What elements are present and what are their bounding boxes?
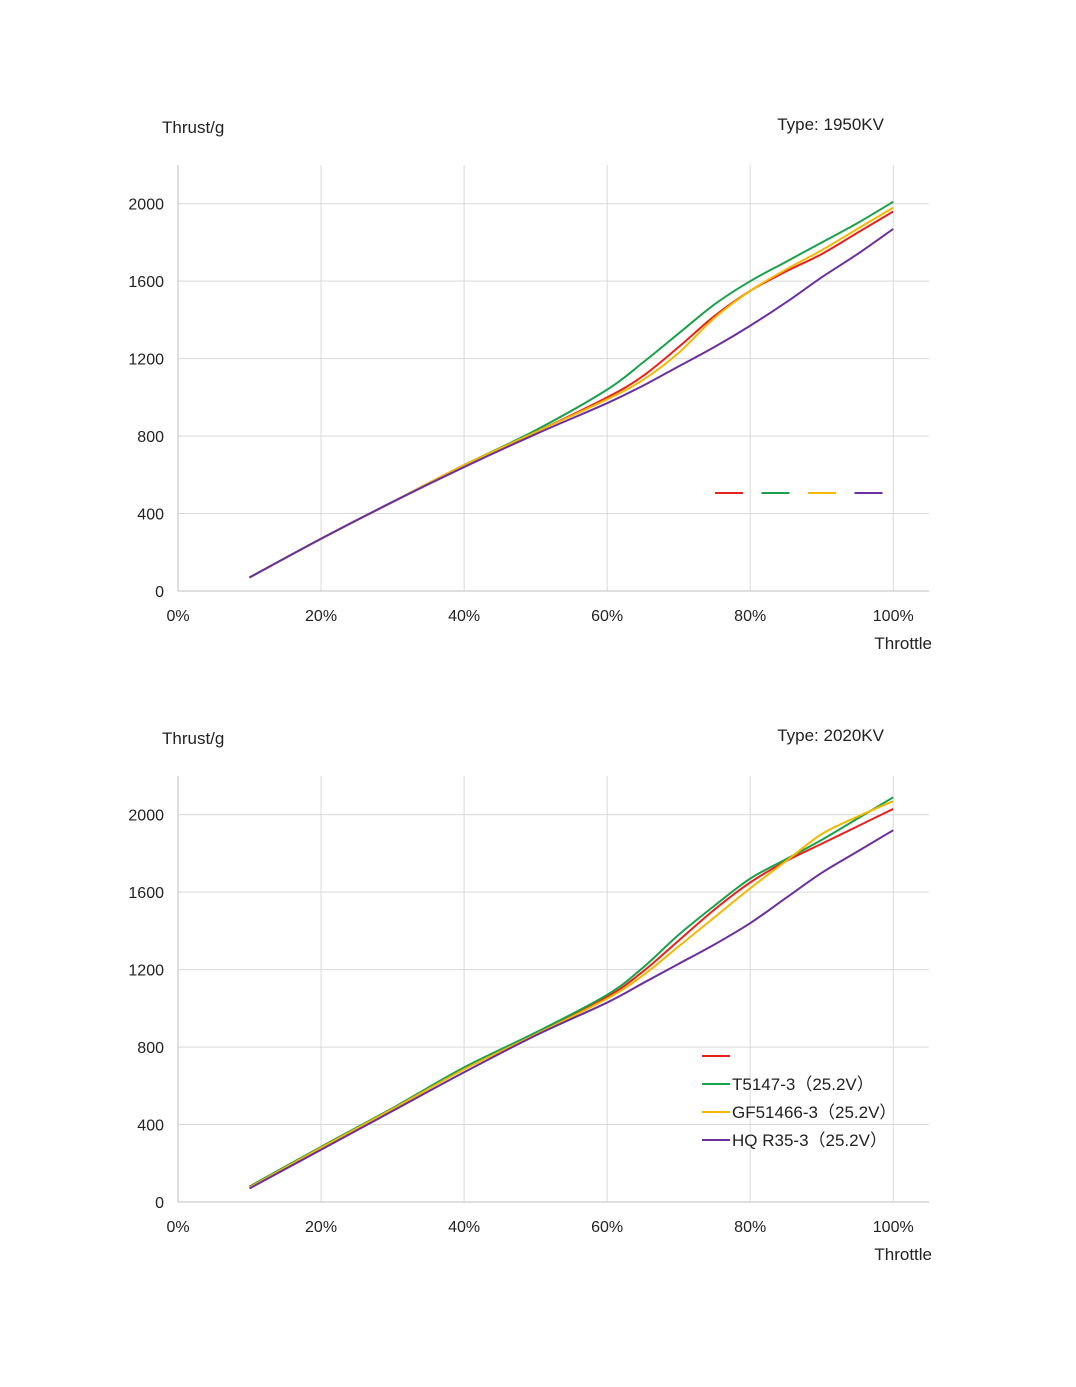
- legend-label: T5147-3（25.2V）: [732, 1075, 874, 1094]
- x-tick-label: 40%: [448, 608, 480, 625]
- x-tick-label: 0%: [166, 1219, 189, 1236]
- x-tick-label: 0%: [166, 608, 189, 625]
- x-axis-label: Throttle: [874, 634, 932, 653]
- series-line-4: [249, 829, 894, 1190]
- x-tick-label: 100%: [873, 1219, 914, 1236]
- y-tick-label: 1600: [128, 885, 164, 902]
- y-tick-label: 400: [137, 507, 164, 524]
- chart-2: Thrust/g Type: 2020KV 0 400 800 1200 1600 2000 0…: [128, 726, 932, 1264]
- series-line-3: [249, 800, 894, 1189]
- y-tick-label: 2000: [128, 808, 164, 825]
- y-tick-label: 1200: [128, 963, 164, 980]
- chart-title: Type: 1950KV: [777, 115, 884, 134]
- y-tick-label: 400: [137, 1118, 164, 1135]
- y-tick-label: 1200: [128, 352, 164, 369]
- x-tick-label: 20%: [305, 1219, 337, 1236]
- x-tick-label: 40%: [448, 1219, 480, 1236]
- x-tick-label: 80%: [734, 1219, 766, 1236]
- y-tick-label: 0: [155, 584, 164, 601]
- x-axis-label: Throttle: [874, 1245, 932, 1264]
- chart-1: Thrust/g Type: 1950KV 0 400 800 1200 1600 2000 0…: [128, 115, 932, 653]
- y-axis-label: Thrust/g: [162, 729, 224, 748]
- chart-title: Type: 2020KV: [777, 726, 884, 745]
- y-tick-label: 0: [155, 1195, 164, 1212]
- y-axis-label: Thrust/g: [162, 118, 224, 137]
- legend-label: GF51466-3（25.2V）: [732, 1103, 896, 1122]
- series-line-3: [249, 206, 894, 579]
- y-tick-label: 2000: [128, 197, 164, 214]
- x-tick-label: 20%: [305, 608, 337, 625]
- legend-label: HQ R35-3（25.2V）: [732, 1131, 887, 1150]
- x-tick-label: 80%: [734, 608, 766, 625]
- series-line-2: [249, 200, 894, 579]
- y-tick-label: 1600: [128, 274, 164, 291]
- y-tick-label: 800: [137, 1040, 164, 1057]
- series-line-4: [249, 228, 894, 579]
- series-line-1: [249, 210, 894, 579]
- x-tick-label: 100%: [873, 608, 914, 625]
- x-tick-label: 60%: [591, 608, 623, 625]
- x-tick-label: 60%: [591, 1219, 623, 1236]
- y-tick-label: 800: [137, 429, 164, 446]
